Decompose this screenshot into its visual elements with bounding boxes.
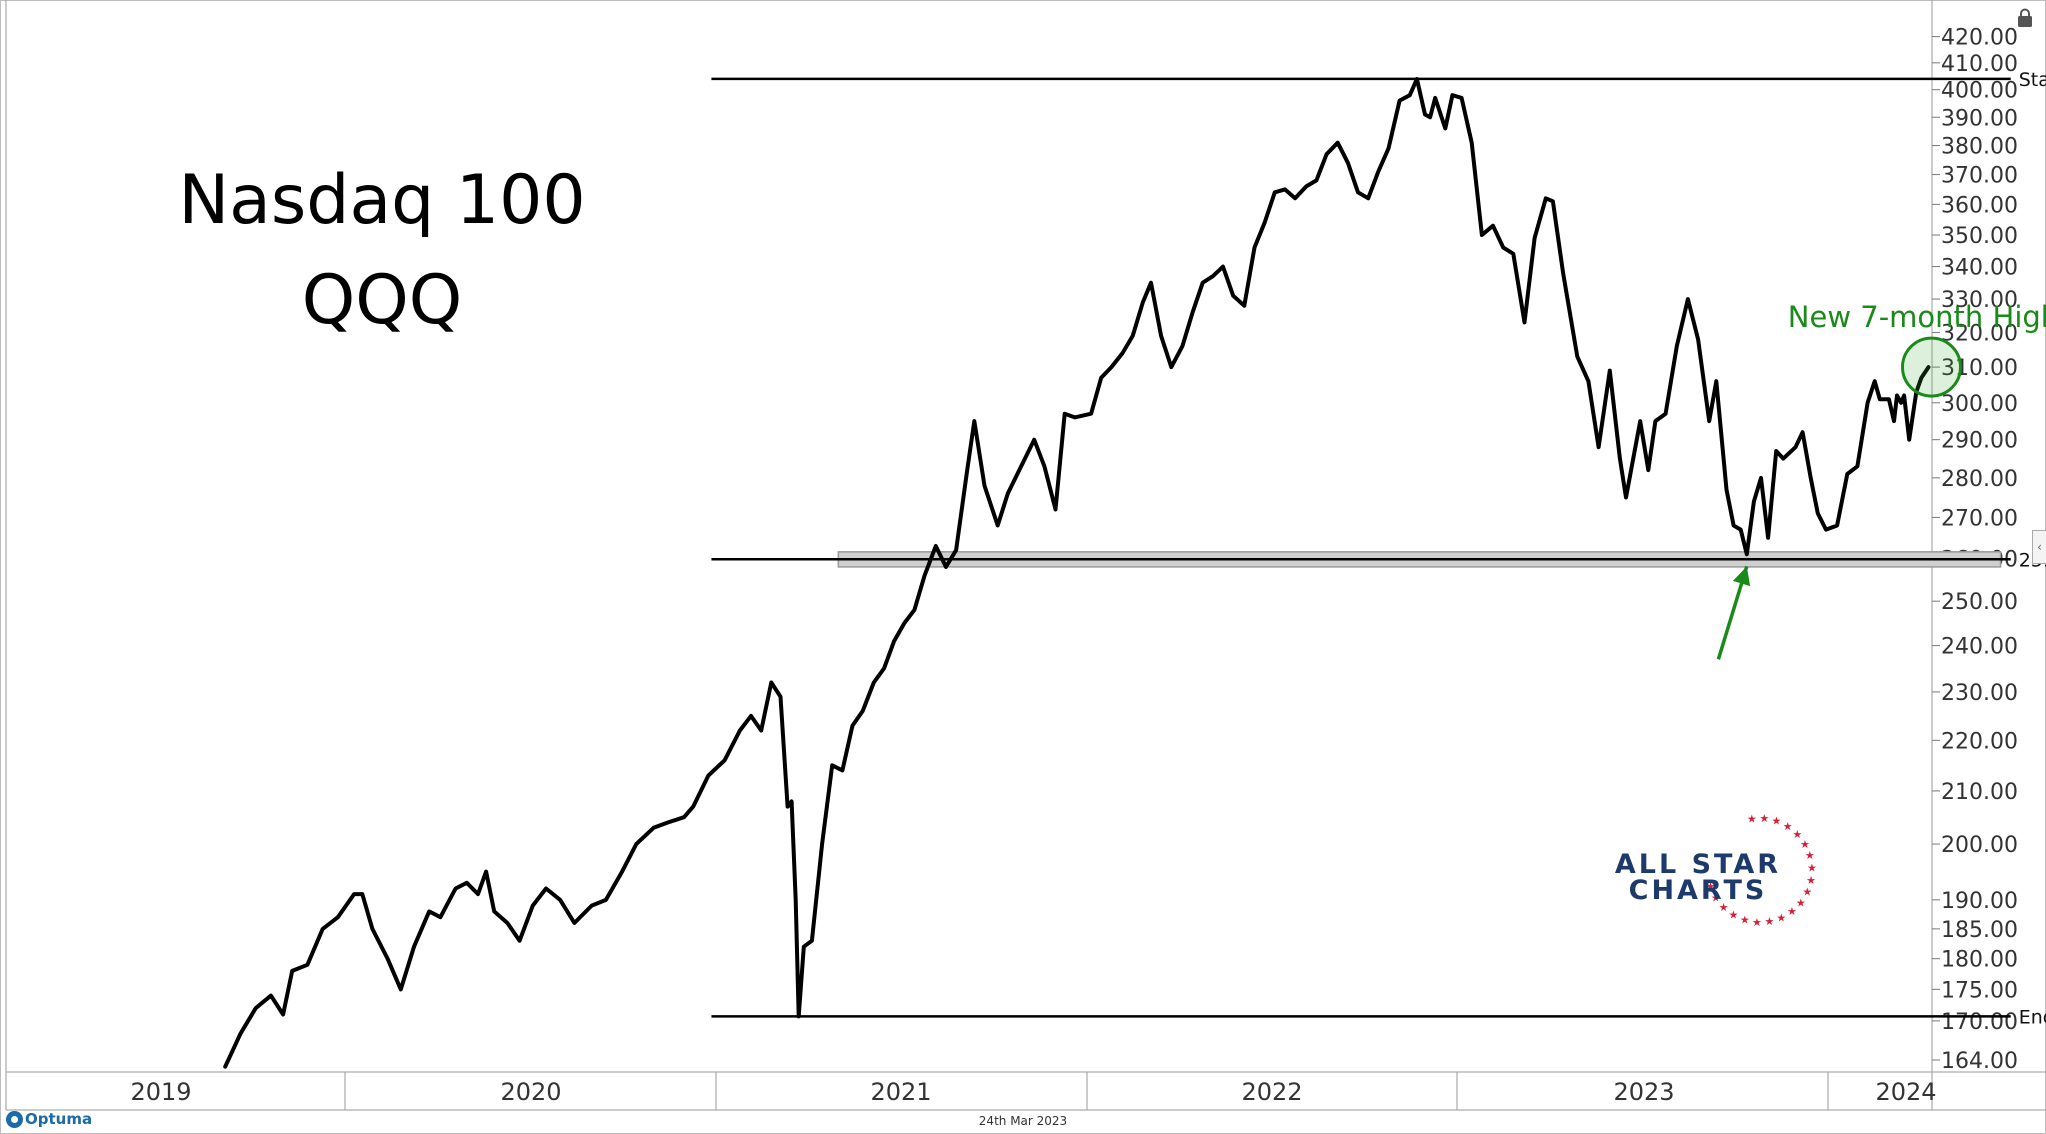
y-tick-label: 290.00 — [1941, 429, 2018, 454]
y-tick-label: 230.00 — [1941, 681, 2018, 706]
reference-line-label: Start: — [2019, 69, 2046, 91]
y-tick-label: 350.00 — [1941, 224, 2018, 249]
chart-title: Nasdaq 100 — [178, 161, 585, 240]
x-tick-label: 2022 — [1241, 1078, 1302, 1106]
y-tick-label: 240.00 — [1941, 635, 2018, 660]
logo-star: ★ — [1752, 916, 1762, 929]
logo-star: ★ — [1805, 849, 1815, 862]
logo-star: ★ — [1747, 813, 1757, 826]
logo-star: ★ — [1806, 874, 1816, 887]
footer-date: 24th Mar 2023 — [978, 1114, 1068, 1128]
lock-icon[interactable] — [2016, 8, 2034, 28]
logo-star: ★ — [1706, 880, 1716, 893]
y-tick-label: 370.00 — [1941, 164, 2018, 189]
x-tick-label: 2021 — [870, 1078, 931, 1106]
y-tick-label: 330.00 — [1941, 288, 2018, 313]
logo-star: ★ — [1800, 838, 1810, 851]
chart-subtitle: QQQ — [302, 261, 463, 340]
y-tick-label: 420.00 — [1941, 26, 2018, 51]
logo-line-1: ALL STAR — [1615, 849, 1781, 880]
logo-star: ★ — [1783, 820, 1793, 833]
y-tick-label: 170.00 — [1941, 1010, 2018, 1035]
y-tick-label: 360.00 — [1941, 193, 2018, 218]
y-tick-label: 400.00 — [1941, 79, 2018, 104]
optuma-logo-icon — [6, 1110, 23, 1128]
logo-line-2: CHARTS — [1629, 875, 1768, 906]
y-tick-label: 300.00 — [1941, 392, 2018, 417]
sidebar-collapse-tab[interactable]: ‹ — [2032, 530, 2046, 564]
footer-brand-name: Optuma — [25, 1110, 93, 1128]
logo-star: ★ — [1719, 901, 1729, 914]
logo-star: ★ — [1740, 914, 1750, 927]
y-tick-label: 210.00 — [1941, 780, 2018, 805]
y-tick-label: 185.00 — [1941, 918, 2018, 943]
y-tick-label: 190.00 — [1941, 889, 2018, 914]
price-series-line — [223, 76, 1931, 1069]
logo-star: ★ — [1787, 905, 1797, 918]
support-arrow-head — [1732, 566, 1751, 587]
new-high-marker — [1900, 336, 1962, 398]
logo-star: ★ — [1807, 861, 1817, 874]
y-tick-label: 320.00 — [1941, 322, 2018, 347]
new-high-label: New 7-month High — [1788, 300, 2046, 334]
y-tick-label: 164.00 — [1941, 1049, 2018, 1074]
reference-line-label: End: — [2019, 1006, 2046, 1028]
y-tick-label: 390.00 — [1941, 106, 2018, 131]
logo-star: ★ — [1728, 909, 1738, 922]
y-tick-label: 280.00 — [1941, 467, 2018, 492]
logo-star: ★ — [1759, 812, 1769, 825]
y-tick-label: 380.00 — [1941, 135, 2018, 160]
logo-star: ★ — [1764, 915, 1774, 928]
logo-star: ★ — [1792, 828, 1802, 841]
x-tick-label: 2024 — [1875, 1078, 1936, 1106]
logo-star: ★ — [1711, 891, 1721, 904]
x-tick-label: 2023 — [1613, 1078, 1674, 1106]
y-tick-label: 310.00 — [1941, 356, 2018, 381]
y-tick-label: 250.00 — [1941, 590, 2018, 615]
logo-star: ★ — [1772, 815, 1782, 828]
y-tick-label: 270.00 — [1941, 506, 2018, 531]
logo-star: ★ — [1776, 911, 1786, 924]
logo-star: ★ — [1802, 886, 1812, 899]
y-tick-label: 340.00 — [1941, 256, 2018, 281]
logo-star: ★ — [1796, 896, 1806, 909]
footer-brand: Optuma — [6, 1110, 92, 1128]
x-tick-label: 2019 — [130, 1078, 191, 1106]
y-tick-label: 180.00 — [1941, 948, 2018, 973]
y-tick-label: 200.00 — [1941, 833, 2018, 858]
y-tick-label: 220.00 — [1941, 729, 2018, 754]
x-tick-label: 2020 — [500, 1078, 561, 1106]
y-tick-label: 175.00 — [1941, 978, 2018, 1003]
y-tick-label: 410.00 — [1941, 52, 2018, 77]
